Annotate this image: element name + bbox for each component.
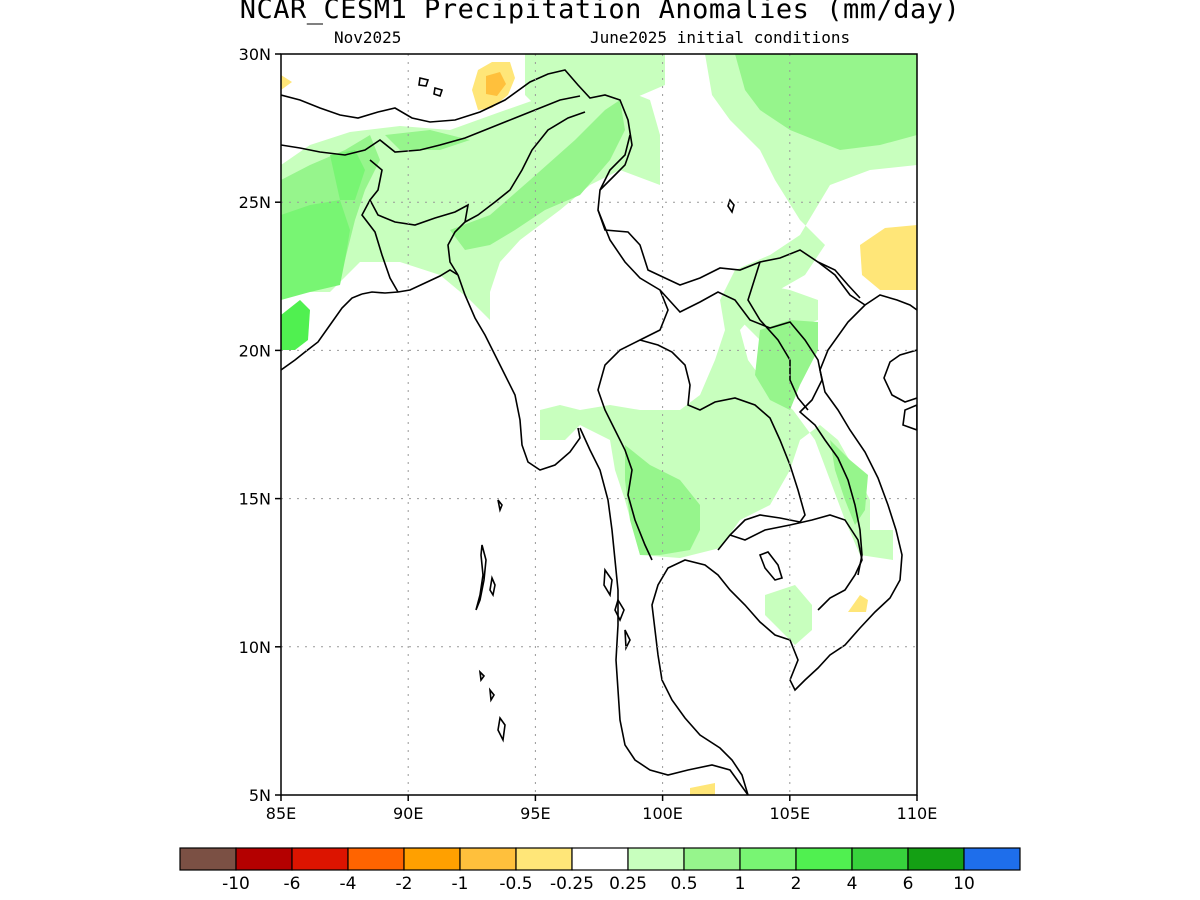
border-himalaya xyxy=(281,69,861,299)
border-bangladesh xyxy=(369,159,470,276)
colorbar-label: -0.5 xyxy=(499,874,532,894)
anomaly-region-south-china-dry xyxy=(860,225,917,290)
colorbar-label: -4 xyxy=(340,874,357,894)
nicobar-islands xyxy=(478,669,506,743)
border-china-myanmar xyxy=(599,134,631,191)
x-tick-label: 105E xyxy=(769,804,810,823)
anomaly-region-tibet-dry-core xyxy=(486,72,506,96)
colorbar-swatch xyxy=(403,847,461,871)
colorbar-swatch xyxy=(907,847,965,871)
anomaly-region-thailand-west xyxy=(625,445,700,555)
colorbar-swatch xyxy=(795,847,853,871)
colorbar-swatch xyxy=(347,847,405,871)
border-bangladesh-west xyxy=(361,199,399,293)
y-tick-label: 30N xyxy=(239,45,271,64)
colorbar-swatch xyxy=(179,847,237,871)
forecast-month-label: Nov2025 xyxy=(334,28,402,47)
tibet-lakes xyxy=(418,77,735,214)
border-laos-north xyxy=(659,289,863,576)
colorbar-label: 10 xyxy=(953,874,975,894)
colorbar-swatch xyxy=(459,847,517,871)
anomaly-region-assam xyxy=(385,130,470,150)
colorbar-label: 0.25 xyxy=(609,874,647,894)
anomaly-region-north-bengal xyxy=(330,150,365,200)
anomaly-region-malaysia-dry xyxy=(690,783,715,795)
colorbar-swatch xyxy=(235,847,293,871)
border-cambodia xyxy=(729,514,863,611)
anomaly-region-vietnam-coast xyxy=(740,280,818,360)
border-vietnam-china xyxy=(817,261,866,306)
andaman-islands xyxy=(475,499,503,611)
y-tick-label: 10N xyxy=(239,638,271,657)
x-tick-label: 90E xyxy=(393,804,423,823)
colorbar-label: -1 xyxy=(452,874,469,894)
colorbar-swatch xyxy=(963,847,1021,871)
x-tick-label: 110E xyxy=(897,804,938,823)
coastlines-and-borders xyxy=(281,69,917,795)
colorbar-swatch xyxy=(627,847,685,871)
chart-title: NCAR_CESM1 Precipitation Anomalies (mm/d… xyxy=(239,0,961,25)
colorbar-label: 6 xyxy=(903,874,914,894)
x-tick-label: 100E xyxy=(642,804,683,823)
y-tick-label: 25N xyxy=(239,193,271,212)
anomaly-region-orissa-coast xyxy=(281,300,310,350)
border-laos-vietnam xyxy=(747,261,809,411)
tonle-sap-lake xyxy=(758,551,784,581)
colorbar-label: -2 xyxy=(396,874,413,894)
y-tick-label: 20N xyxy=(239,341,271,360)
border-myanmar-east xyxy=(597,209,669,561)
colorbar-label: -10 xyxy=(222,874,250,894)
anomaly-region-bengal-west xyxy=(281,200,350,300)
anomaly-region-north-tibet xyxy=(525,54,665,110)
map-frame xyxy=(280,53,918,796)
border-thailand-laos xyxy=(639,339,806,551)
colorbar-label: 2 xyxy=(791,874,802,894)
colorbar-label: -0.25 xyxy=(550,874,594,894)
x-axis: 85E 90E 95E 100E 105E 110E xyxy=(266,795,938,823)
coastline-china-south xyxy=(883,349,917,403)
colorbar-swatch xyxy=(571,847,629,871)
anomaly-region-edge-dry xyxy=(281,75,292,90)
hainan-island xyxy=(902,404,917,431)
x-tick-label: 85E xyxy=(266,804,296,823)
colorbar-swatch xyxy=(851,847,909,871)
anomaly-region-myanmar-north xyxy=(450,100,625,250)
colorbar-label: 1 xyxy=(735,874,746,894)
anomaly-region-south-china xyxy=(540,54,917,560)
colorbar-swatch xyxy=(291,847,349,871)
colorbar-swatch xyxy=(683,847,741,871)
anomaly-region-cambodia-south xyxy=(765,585,812,645)
colorbar-swatch xyxy=(739,847,797,871)
x-tick-label: 95E xyxy=(520,804,550,823)
coastline-myanmar-south-thai-west xyxy=(579,427,749,795)
colorbar-swatch xyxy=(515,847,573,871)
coastline-myanmar-west xyxy=(457,274,581,471)
colorbar: -10 -6 -4 -2 -1 -0.5 -0.25 0.25 0.5 1 2 4 6 10 xyxy=(179,847,1021,894)
coastline-gulf-of-thailand xyxy=(651,294,917,795)
y-tick-label: 5N xyxy=(249,786,271,805)
colorbar-label: -6 xyxy=(284,874,301,894)
gridlines xyxy=(281,54,917,795)
anomaly-region-vietnam-south-dry xyxy=(848,595,868,612)
coastline-india-east xyxy=(281,293,363,371)
border-myanmar-india xyxy=(464,111,586,223)
coastline-bay-of-bengal-north xyxy=(361,269,459,295)
mergui-archipelago xyxy=(603,567,631,652)
border-nepal-south xyxy=(281,95,581,156)
colorbar-label: 4 xyxy=(847,874,858,894)
anomaly-region-laos xyxy=(755,320,818,410)
anomaly-shading xyxy=(281,54,917,795)
anomaly-region-china-south xyxy=(735,54,917,150)
y-axis: 5N 10N 15N 20N 25N 30N xyxy=(239,45,281,805)
colorbar-label: 0.5 xyxy=(670,874,697,894)
y-tick-label: 15N xyxy=(239,490,271,509)
initial-conditions-label: June2025 initial conditions xyxy=(590,28,851,47)
